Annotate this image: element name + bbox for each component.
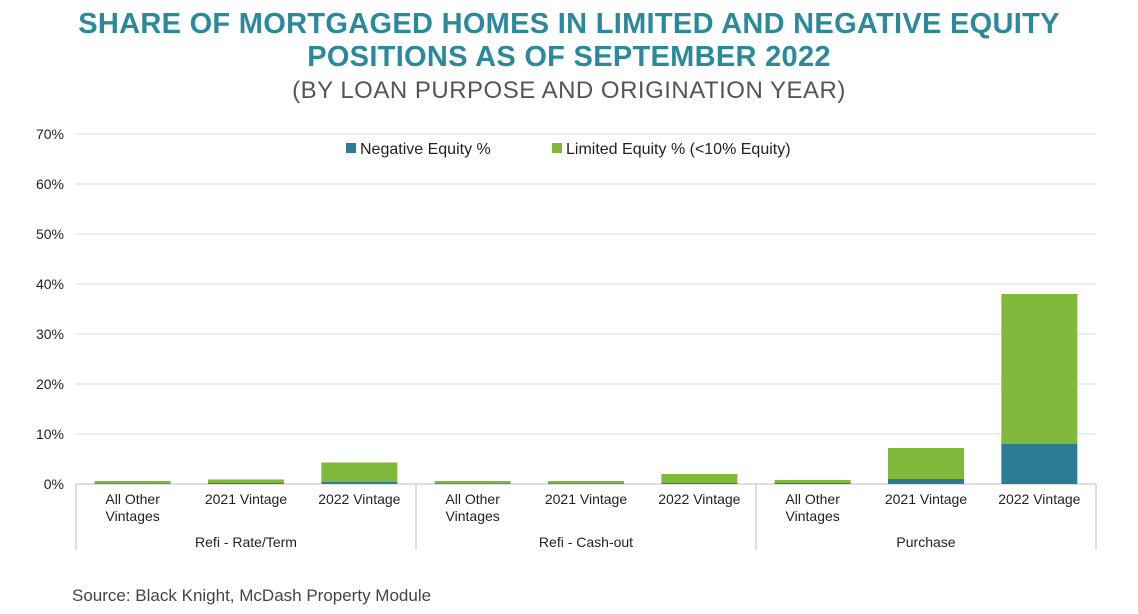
bar-limited-equity <box>888 448 964 479</box>
y-tick-label: 20% <box>36 376 64 392</box>
y-tick-label: 50% <box>36 226 64 242</box>
y-tick-label: 30% <box>36 326 64 342</box>
x-category-label: 2022 Vintage <box>318 491 400 507</box>
gridlines <box>76 133 1096 485</box>
title-line-2: POSITIONS AS OF SEPTEMBER 2022 <box>307 41 831 73</box>
y-tick-label: 10% <box>36 426 64 442</box>
bar-negative-equity <box>888 479 964 484</box>
x-category-label: All Other <box>445 491 500 507</box>
y-axis-labels: 0% 10% 20% 30% 40% 50% 60% 70% <box>36 126 64 492</box>
title-line-1: SHARE OF MORTGAGED HOMES IN LIMITED AND … <box>78 8 1060 40</box>
bars <box>94 294 1078 484</box>
x-category-label: All Other <box>105 491 160 507</box>
bar-negative-equity <box>774 483 851 484</box>
bar-limited-equity <box>774 480 851 483</box>
chart-title: SHARE OF MORTGAGED HOMES IN LIMITED AND … <box>0 8 1138 74</box>
legend-swatch <box>346 143 356 153</box>
legend-label: Negative Equity % <box>360 141 491 158</box>
y-tick-label: 60% <box>36 176 64 192</box>
x-group-label: Purchase <box>896 534 955 550</box>
bar-negative-equity <box>434 483 511 484</box>
bar-negative-equity <box>321 482 398 484</box>
source-note: Source: Black Knight, McDash Property Mo… <box>72 586 432 605</box>
bar-limited-equity <box>94 481 171 484</box>
y-tick-label: 0% <box>44 476 64 492</box>
x-group-label: Refi - Rate/Term <box>195 534 297 550</box>
legend-label: Limited Equity % (<10% Equity) <box>566 141 791 158</box>
bar-limited-equity <box>661 474 738 483</box>
x-category-label: 2021 Vintage <box>545 491 627 507</box>
bar-negative-equity <box>208 483 284 484</box>
bar-limited-equity <box>321 462 398 482</box>
y-tick-label: 70% <box>36 126 64 142</box>
y-tick-label: 40% <box>36 276 64 292</box>
bar-negative-equity <box>661 483 738 484</box>
x-category-label: 2021 Vintage <box>885 491 967 507</box>
x-category-label: Vintages <box>106 508 160 524</box>
bar-limited-equity <box>208 479 284 483</box>
x-category-label: All Other <box>785 491 840 507</box>
bar-negative-equity <box>548 483 624 484</box>
x-category-label: Vintages <box>446 508 500 524</box>
x-group-label: Refi - Cash-out <box>539 534 633 550</box>
bar-negative-equity <box>94 483 171 484</box>
x-category-label: Vintages <box>786 508 840 524</box>
legend-swatch <box>552 143 562 153</box>
x-category-label: 2021 Vintage <box>205 491 287 507</box>
bar-limited-equity <box>1001 294 1078 444</box>
x-category-label: 2022 Vintage <box>658 491 740 507</box>
bar-limited-equity <box>548 481 624 484</box>
stacked-bar-chart: 0%10%20%30%40%50%60%70% All OtherVintage… <box>36 126 1097 550</box>
x-category-label: 2022 Vintage <box>998 491 1080 507</box>
bar-negative-equity <box>1001 444 1078 484</box>
chart-subtitle: (BY LOAN PURPOSE AND ORIGINATION YEAR) <box>292 77 846 104</box>
legend: Negative Equity % Limited Equity % (<10% … <box>346 141 791 158</box>
bar-limited-equity <box>434 481 511 484</box>
